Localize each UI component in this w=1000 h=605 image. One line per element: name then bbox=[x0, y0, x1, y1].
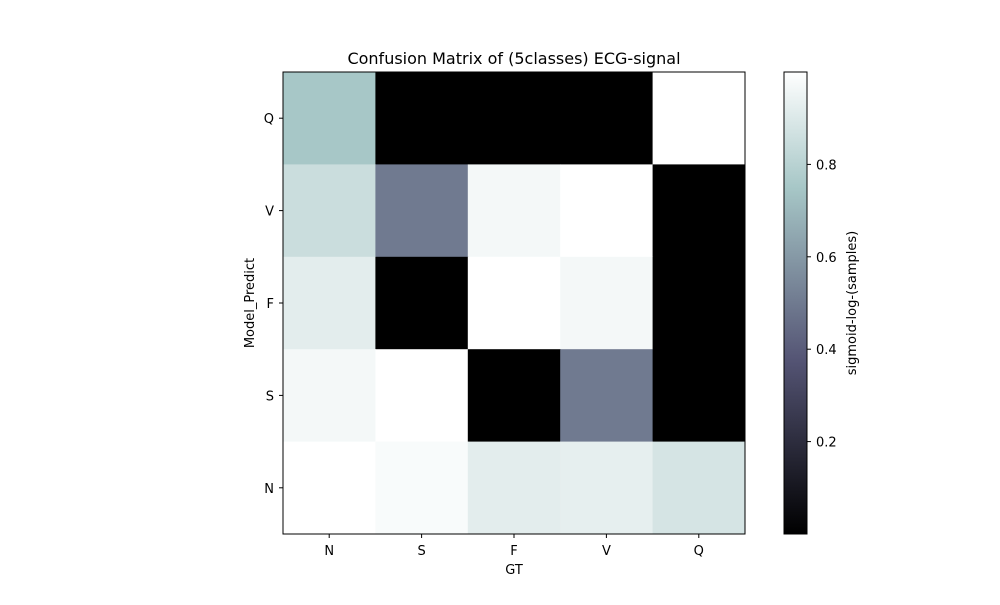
x-tick-label: F bbox=[510, 544, 517, 559]
colorbar-tick-label: 0.6 bbox=[816, 251, 837, 266]
heatmap-cell bbox=[467, 441, 561, 535]
colorbar-tick-label: 0.8 bbox=[816, 158, 837, 173]
y-tick-label: S bbox=[266, 389, 274, 404]
heatmap-cell bbox=[560, 349, 654, 443]
colorbar-tick-label: 0.4 bbox=[816, 343, 837, 358]
heatmap-cell bbox=[652, 441, 746, 535]
heatmap-cell bbox=[467, 349, 561, 443]
y-tick-label: F bbox=[267, 297, 274, 312]
colorbar-tick-label: 0.2 bbox=[816, 436, 837, 451]
heatmap-cell bbox=[560, 72, 654, 165]
x-tick-label: N bbox=[324, 544, 334, 559]
heatmap-cell bbox=[652, 164, 746, 258]
heatmap-cell bbox=[375, 72, 469, 165]
heatmap-cell bbox=[283, 349, 376, 443]
heatmap-cells bbox=[283, 72, 746, 535]
heatmap-cell bbox=[560, 441, 654, 535]
heatmap-cell bbox=[375, 349, 469, 443]
colorbar-label: sigmoid-log-(samples) bbox=[845, 231, 860, 376]
heatmap-cell bbox=[560, 164, 654, 258]
chart-title: Confusion Matrix of (5classes) ECG-signa… bbox=[347, 49, 680, 68]
colorbar-ticks: 0.2 0.4 0.6 0.8 bbox=[807, 158, 837, 451]
heatmap-cell bbox=[375, 164, 469, 258]
y-tick-label: Q bbox=[264, 112, 274, 127]
heatmap-cell bbox=[652, 72, 746, 165]
y-tick-label: V bbox=[265, 205, 274, 220]
y-tick-label: N bbox=[264, 482, 274, 497]
heatmap-cell bbox=[375, 256, 469, 350]
heatmap-cell bbox=[560, 256, 654, 350]
heatmap-cell bbox=[467, 164, 561, 258]
x-tick-label: V bbox=[602, 544, 611, 559]
heatmap-cell bbox=[283, 441, 376, 535]
heatmap-cell bbox=[467, 256, 561, 350]
heatmap-cell bbox=[283, 72, 376, 165]
heatmap-cell bbox=[375, 441, 469, 535]
heatmap-cell bbox=[652, 256, 746, 350]
x-tick-label: S bbox=[417, 544, 425, 559]
heatmap-cell bbox=[652, 349, 746, 443]
y-axis: Q V F S N bbox=[264, 112, 283, 497]
colorbar bbox=[783, 71, 808, 535]
y-axis-label: Model_Predict bbox=[243, 258, 258, 348]
heatmap-cell bbox=[467, 72, 561, 165]
x-tick-label: Q bbox=[694, 544, 704, 559]
x-axis-label: GT bbox=[505, 563, 523, 578]
heatmap-cell bbox=[283, 164, 376, 258]
heatmap-cell bbox=[283, 256, 376, 350]
